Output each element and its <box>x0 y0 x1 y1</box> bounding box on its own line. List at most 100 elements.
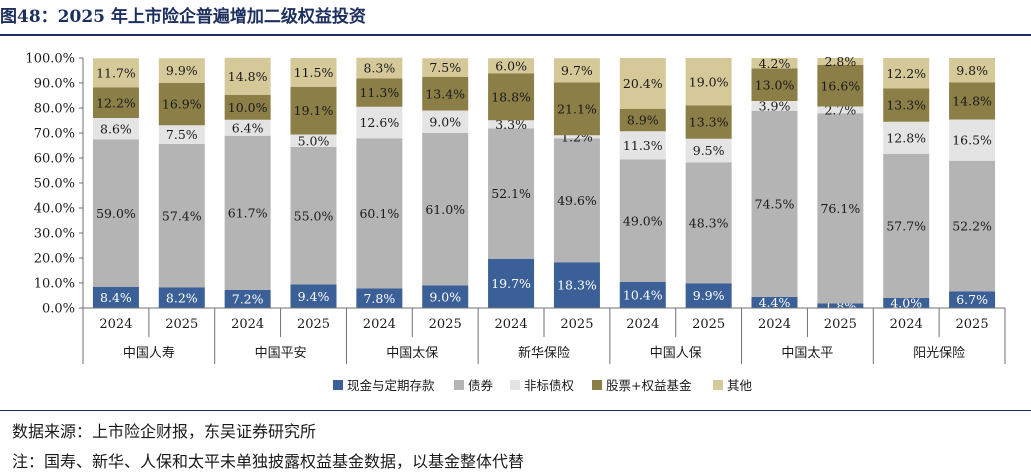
data-label: 11.5% <box>294 65 334 80</box>
bar-segment <box>883 153 930 298</box>
bar-segment <box>356 106 403 139</box>
bar-segment <box>290 284 337 308</box>
x-tick-label-year: 2025 <box>165 317 198 332</box>
data-label: 7.8% <box>363 291 395 306</box>
data-label: 2.8% <box>824 54 856 69</box>
legend-swatch <box>333 380 343 390</box>
legend-swatch <box>454 380 464 390</box>
data-label: 57.7% <box>886 218 926 233</box>
bar-segment <box>92 287 139 308</box>
data-label: 9.9% <box>166 63 198 78</box>
bar-segment <box>553 82 600 136</box>
bar-segment <box>92 118 139 140</box>
bar-segment <box>619 58 666 109</box>
bar-segment <box>158 83 205 126</box>
x-tick-label-year: 2025 <box>297 317 330 332</box>
x-tick-label-year: 2024 <box>495 317 528 332</box>
data-label: 8.6% <box>100 121 132 136</box>
y-tick-label: 10.0% <box>34 277 75 292</box>
bar-segment <box>422 133 469 286</box>
y-tick-label: 50.0% <box>34 177 75 192</box>
y-tick-label: 100.0% <box>25 52 75 67</box>
data-label: 8.3% <box>363 61 395 76</box>
legend-label: 债券 <box>468 378 494 393</box>
bar-segment <box>224 135 271 290</box>
bar-segment <box>488 258 535 308</box>
data-label: 4.2% <box>759 56 791 71</box>
legend-swatch <box>592 380 602 390</box>
bar-segment <box>158 144 205 288</box>
data-label: 8.4% <box>100 290 132 305</box>
data-label: 9.9% <box>693 288 725 303</box>
x-tick-label-year: 2025 <box>824 317 857 332</box>
data-label: 10.4% <box>623 288 663 303</box>
bar-segment <box>356 288 403 308</box>
data-label: 9.0% <box>429 289 461 304</box>
legend-label: 股票+权益基金 <box>606 378 692 393</box>
legend-swatch <box>713 380 723 390</box>
data-label: 12.2% <box>886 66 926 81</box>
bar-segment <box>817 65 864 107</box>
data-label: 4.4% <box>759 295 791 310</box>
bar-segment <box>883 298 930 308</box>
data-label: 61.0% <box>425 202 465 217</box>
bar-segment <box>224 119 271 136</box>
bar-segment <box>751 297 798 308</box>
bar-segment <box>553 58 600 83</box>
data-label: 6.0% <box>495 58 527 73</box>
x-tick-label-year: 2025 <box>560 317 593 332</box>
bar-segment <box>92 58 139 88</box>
bar-segment <box>224 290 271 308</box>
bar-segment <box>619 131 666 160</box>
data-label: 6.7% <box>956 292 988 307</box>
data-label: 52.2% <box>952 219 992 234</box>
x-tick-label-group: 新华保险 <box>518 345 570 361</box>
bar-segment <box>751 68 798 101</box>
data-label: 21.1% <box>557 101 597 116</box>
data-label: 55.0% <box>294 208 334 223</box>
bar-segment <box>290 147 337 285</box>
bar-segment <box>619 109 666 132</box>
bar-segment <box>290 134 337 147</box>
x-tick-label-group: 中国人寿 <box>123 346 175 361</box>
bar-segment <box>817 58 864 65</box>
data-label: 9.7% <box>561 63 593 78</box>
data-label: 12.2% <box>96 95 136 110</box>
data-label: 16.5% <box>952 133 992 148</box>
title-divider <box>0 34 1031 36</box>
bar-segment <box>158 125 205 144</box>
data-label: 6.4% <box>232 120 264 135</box>
bar-segment <box>949 160 996 292</box>
data-label: 8.9% <box>627 113 659 128</box>
data-label: 11.3% <box>623 138 663 153</box>
bar-segment <box>751 110 798 297</box>
bar-segment <box>488 73 535 121</box>
stacked-bar-chart: 0.0% 10.0% 20.0% 30.0% 40.0% 50.0% 60.0% 70.0% 8… <box>25 52 1006 393</box>
data-label: 13.0% <box>755 77 795 92</box>
data-label: 57.4% <box>162 208 202 223</box>
x-tick-label-year: 2025 <box>956 317 989 332</box>
bar-segment <box>685 58 732 106</box>
y-tick-label: 90.0% <box>34 77 75 92</box>
data-label: 7.5% <box>166 127 198 142</box>
data-label: 52.1% <box>491 186 531 201</box>
data-label: 49.0% <box>623 213 663 228</box>
data-label: 48.3% <box>689 215 729 230</box>
data-label: 16.9% <box>162 97 202 112</box>
bar-segment <box>949 58 996 83</box>
data-label: 16.6% <box>820 78 860 93</box>
data-label: 74.5% <box>755 196 795 211</box>
bar-segment <box>751 101 798 111</box>
bar-segment <box>949 82 996 120</box>
y-tick-label: 60.0% <box>34 152 75 167</box>
bar-segment <box>422 77 469 111</box>
data-label: 19.7% <box>491 276 531 291</box>
legend-label: 现金与定期存款 <box>347 378 435 393</box>
bar-segment <box>488 120 535 129</box>
bar-segment <box>883 58 930 89</box>
figure-title: 图48：2025 年上市险企普遍增加二级权益投资 <box>0 7 366 27</box>
bar-segment <box>553 138 600 263</box>
bar-segment <box>817 106 864 114</box>
data-label: 60.1% <box>359 206 399 221</box>
y-tick-label: 20.0% <box>34 252 75 267</box>
